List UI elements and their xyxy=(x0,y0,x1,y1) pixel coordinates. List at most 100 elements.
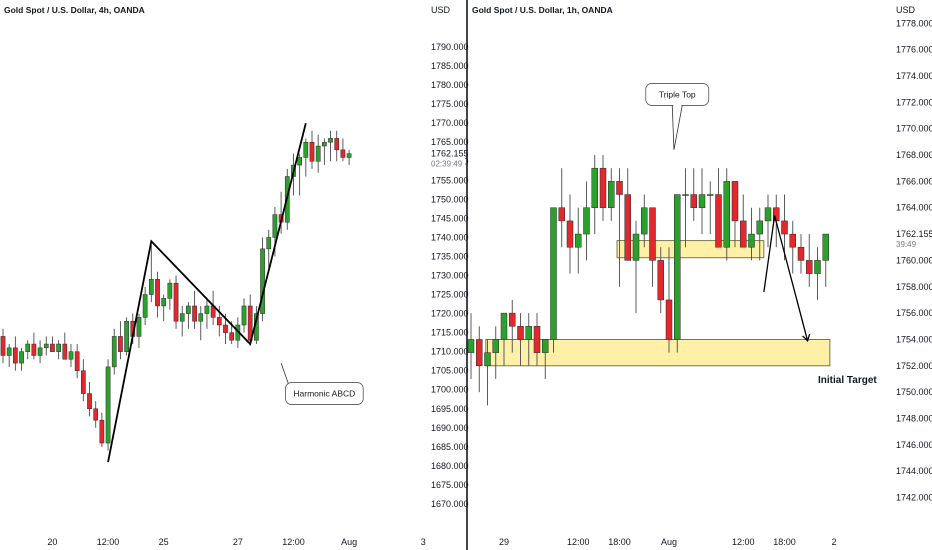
y-tick-label: 1765.000 xyxy=(431,137,469,147)
candle xyxy=(155,271,160,318)
candle xyxy=(657,247,664,314)
candle xyxy=(37,340,43,364)
candle xyxy=(346,149,352,166)
y-tick-label: 1754.000 xyxy=(896,334,932,344)
candle xyxy=(241,298,247,333)
candle xyxy=(19,347,24,371)
candle-body-up xyxy=(204,305,210,314)
candle-body-down xyxy=(0,336,6,356)
candle xyxy=(608,168,615,221)
candle-body-up xyxy=(591,167,598,208)
y-tick-label: 1785.000 xyxy=(431,61,469,71)
y-tick-label: 1775.000 xyxy=(431,99,469,109)
candle-body-down xyxy=(509,312,516,327)
chart-title-4h: Gold Spot / U.S. Dollar, 4h, OANDA xyxy=(4,5,145,15)
harmonic-line xyxy=(107,122,307,463)
candle xyxy=(542,339,549,379)
candle-body-up xyxy=(814,260,821,274)
candle xyxy=(781,194,788,261)
candle xyxy=(247,294,253,345)
candle xyxy=(13,336,18,371)
chart-panel-4h[interactable]: Gold Spot / U.S. Dollar, 4h, OANDA USD 1… xyxy=(0,5,469,547)
candle xyxy=(731,181,739,248)
candle-body-down xyxy=(781,220,788,235)
candle-body-down xyxy=(616,181,623,195)
y-tick-label: 1770.000 xyxy=(431,118,469,128)
candle-body-up xyxy=(142,294,148,318)
candle xyxy=(99,412,105,447)
y-tick-label: 1700.000 xyxy=(431,385,469,395)
x-tick-label: Aug xyxy=(341,537,357,547)
y-tick-label: 1710.000 xyxy=(431,347,469,357)
y-tick-label: 1755.000 xyxy=(431,175,469,185)
projection-line xyxy=(763,215,809,341)
candle xyxy=(641,194,648,248)
candle xyxy=(334,130,340,162)
y-tick-label: 1725.000 xyxy=(431,290,469,300)
candle xyxy=(764,194,772,248)
y-tick-label: 1766.000 xyxy=(896,176,932,186)
current-price: 1762.155 xyxy=(431,149,469,159)
candle-body-down xyxy=(334,138,340,151)
candle xyxy=(322,138,327,166)
candle xyxy=(500,312,508,366)
candle-body-up xyxy=(723,181,730,248)
y-tick-label: 1705.000 xyxy=(431,366,469,376)
candle-body-down xyxy=(192,305,197,322)
y-tick-label: 1690.000 xyxy=(431,423,469,433)
candle-body-down xyxy=(599,167,607,208)
x-tick-label: 12:00 xyxy=(97,537,120,547)
y-tick-label: 1758.000 xyxy=(896,282,932,292)
candle-body-up xyxy=(198,313,204,322)
candle xyxy=(715,168,722,248)
y-tick-label: 1770.000 xyxy=(896,124,932,134)
candle xyxy=(756,207,763,261)
candle-body-up xyxy=(161,298,167,307)
candle-body-up xyxy=(260,248,265,314)
candle xyxy=(87,382,92,417)
candle xyxy=(68,344,74,367)
candle-body-down xyxy=(797,246,805,261)
candle-body-down xyxy=(309,141,315,162)
candle xyxy=(533,313,541,366)
candle-body-up xyxy=(764,207,772,222)
candle-body-down xyxy=(31,343,37,356)
chart-panel-1h[interactable]: Gold Spot / U.S. Dollar, 1h, OANDA USD 1… xyxy=(467,5,932,547)
candle xyxy=(148,245,154,303)
candle xyxy=(105,359,111,451)
candle xyxy=(591,155,598,235)
callout-text: Triple Top xyxy=(659,89,696,99)
callout-text: Harmonic ABCD xyxy=(293,389,355,399)
candle xyxy=(484,339,491,406)
y-tick-label: 1735.000 xyxy=(431,251,469,261)
x-tick-label: 25 xyxy=(159,537,169,547)
candle-body-down xyxy=(789,233,796,248)
x-tick-label: 12:00 xyxy=(732,537,755,547)
x-tick-label: 3 xyxy=(421,537,426,547)
candle xyxy=(142,286,148,325)
candle-body-down xyxy=(229,332,235,341)
candle-body-down xyxy=(87,393,92,410)
candles-1h xyxy=(467,155,829,406)
y-tick-label: 1742.000 xyxy=(896,493,932,503)
candle-body-up xyxy=(322,141,327,147)
candle-body-up xyxy=(6,347,12,356)
candle xyxy=(632,220,640,314)
bar-countdown: 02:39:49 xyxy=(431,160,463,169)
candle xyxy=(173,275,179,329)
candle xyxy=(62,332,68,360)
x-tick-label: 29 xyxy=(499,537,509,547)
candle xyxy=(550,207,557,353)
candle xyxy=(649,207,656,287)
candle xyxy=(690,168,697,221)
candle-body-down xyxy=(118,336,123,352)
candle-body-down xyxy=(216,317,222,326)
y-tick-label: 1774.000 xyxy=(896,71,932,81)
y-tick-label: 1780.000 xyxy=(431,80,469,90)
chart-title-1h: Gold Spot / U.S. Dollar, 1h, OANDA xyxy=(472,5,613,15)
harmonic-abcd-lines xyxy=(107,122,307,463)
candle-body-down xyxy=(80,370,86,394)
candle-body-down xyxy=(247,305,253,341)
